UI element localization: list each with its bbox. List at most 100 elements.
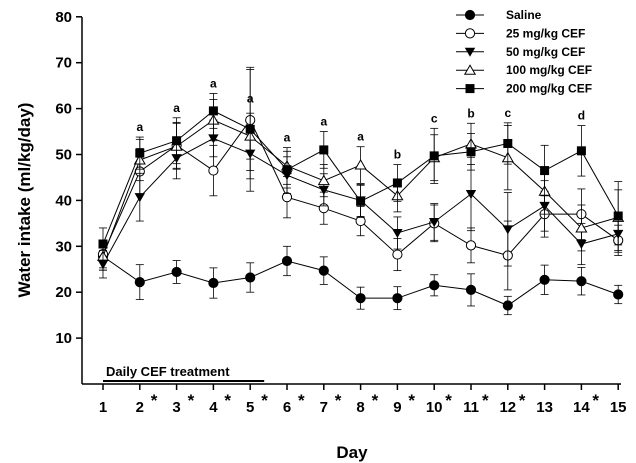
- y-axis-title: Water intake (ml/kg/day): [15, 103, 34, 298]
- data-point: [98, 239, 108, 249]
- data-point: [575, 221, 588, 233]
- significance-star: *: [482, 391, 489, 410]
- data-point: [503, 138, 513, 148]
- data-point: [429, 280, 440, 291]
- data-point: [134, 193, 145, 203]
- data-point: [429, 217, 440, 227]
- significance-letter: a: [173, 101, 180, 115]
- data-point: [392, 178, 402, 188]
- data-point: [463, 64, 477, 75]
- data-point: [392, 293, 403, 304]
- x-axis-title: Day: [336, 443, 368, 462]
- legend-label: 50 mg/kg CEF: [506, 45, 585, 59]
- data-point: [465, 240, 477, 251]
- x-tick-label: 11: [463, 399, 479, 416]
- x-tick-label: 9: [393, 399, 401, 416]
- data-point: [540, 166, 550, 176]
- x-tick-label: 14: [573, 399, 590, 416]
- data-point: [172, 136, 182, 146]
- x-tick-label: 2: [136, 399, 144, 416]
- y-tick-label: 30: [55, 238, 72, 255]
- data-point: [466, 147, 476, 157]
- data-point: [613, 211, 623, 221]
- legend-entry: Saline: [456, 8, 542, 22]
- y-tick-label: 40: [55, 192, 72, 209]
- significance-star: *: [592, 391, 599, 410]
- treatment-indicator: Daily CEF treatment: [103, 364, 265, 382]
- x-tick-label: 7: [320, 399, 328, 416]
- data-point: [539, 274, 550, 285]
- significance-letter: c: [431, 111, 438, 125]
- treatment-label: Daily CEF treatment: [106, 364, 230, 379]
- legend: Saline 25 mg/kg CEF 50 mg/kg CEF 100 mg/kg …: [456, 8, 592, 96]
- significance-star: *: [188, 391, 195, 410]
- series-200-mg-kg-cef: [98, 66, 623, 261]
- legend-label: 100 mg/kg CEF: [506, 63, 592, 77]
- y-tick-label: 10: [55, 330, 72, 347]
- x-tick-label: 10: [426, 399, 443, 416]
- significance-star: *: [445, 391, 452, 410]
- data-point: [465, 84, 475, 94]
- data-point: [282, 165, 292, 175]
- y-tick-label: 80: [55, 9, 72, 26]
- x-tick-label: 3: [172, 399, 180, 416]
- legend-label: 200 mg/kg CEF: [506, 82, 592, 96]
- significance-letter: a: [284, 131, 291, 145]
- legend-entry: 100 mg/kg CEF: [456, 63, 592, 77]
- x-tick-label: 8: [356, 399, 364, 416]
- x-tick-label: 15: [610, 399, 627, 416]
- y-tick-label: 20: [55, 284, 72, 301]
- data-point: [208, 106, 218, 116]
- data-point: [317, 174, 330, 186]
- significance-star: *: [261, 391, 268, 410]
- data-point: [354, 159, 367, 170]
- data-point: [318, 265, 329, 276]
- significance-letter: b: [467, 106, 474, 120]
- legend-entry: 25 mg/kg CEF: [456, 26, 585, 40]
- legend-label: Saline: [506, 8, 542, 22]
- data-point: [576, 146, 586, 156]
- x-tick-label: 5: [246, 399, 254, 416]
- data-point: [392, 228, 403, 238]
- significance-star: *: [224, 391, 231, 410]
- data-point: [208, 277, 219, 289]
- data-point: [245, 272, 256, 283]
- significance-letter: a: [357, 130, 364, 144]
- y-tick-label: 70: [55, 55, 72, 72]
- data-point: [613, 289, 624, 300]
- x-tick-label: 4: [209, 399, 218, 416]
- data-point: [465, 189, 477, 199]
- data-point: [355, 293, 366, 304]
- data-point: [171, 266, 182, 278]
- significance-star: *: [519, 391, 526, 410]
- y-tick-label: 60: [55, 101, 72, 118]
- significance-letter: c: [504, 106, 511, 120]
- significance-letter: a: [210, 76, 217, 90]
- legend-label: 25 mg/kg CEF: [506, 26, 585, 40]
- significance-star: *: [372, 391, 379, 410]
- data-point: [356, 196, 366, 206]
- data-point: [464, 9, 476, 21]
- legend-entry: 200 mg/kg CEF: [456, 82, 592, 96]
- significance-star: *: [151, 391, 158, 410]
- series-saline: [97, 242, 624, 316]
- data-point: [281, 255, 293, 267]
- data-point: [281, 192, 293, 203]
- data-point: [502, 300, 513, 311]
- data-point: [576, 276, 587, 287]
- data-point: [429, 151, 439, 161]
- legend-entry: 50 mg/kg CEF: [456, 45, 585, 59]
- x-tick-label: 6: [283, 399, 291, 416]
- data-point: [464, 28, 476, 39]
- data-point: [134, 277, 145, 288]
- x-tick-label: 13: [536, 399, 553, 416]
- data-point: [135, 148, 145, 158]
- data-point: [355, 215, 366, 227]
- significance-letter: a: [320, 115, 327, 129]
- x-tick-label: 12: [499, 399, 516, 416]
- data-point: [245, 124, 255, 134]
- significance-letter: d: [578, 109, 585, 123]
- annotation-layer: a a a a a a a b c b c d: [136, 76, 585, 161]
